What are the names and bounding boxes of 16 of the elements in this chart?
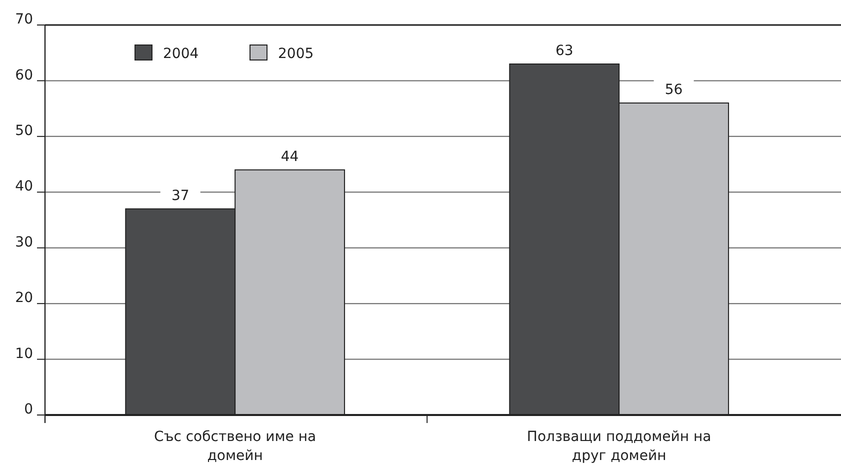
data-label: 37 <box>171 188 190 204</box>
y-tick-label: 70 <box>15 12 33 28</box>
y-tick-label: 40 <box>15 178 33 195</box>
y-tick-label: 10 <box>15 346 33 362</box>
legend-label: 2005 <box>278 46 314 62</box>
y-tick-label: 30 <box>15 234 33 250</box>
y-tick-label: 60 <box>15 67 33 84</box>
x-tick-label: Със собствено име на домейн <box>154 429 316 464</box>
y-tick-label: 50 <box>15 123 33 140</box>
x-tick-label: Ползващи поддомейн на друг домейн <box>526 429 712 464</box>
legend-label: 2004 <box>163 46 199 62</box>
data-label: 56 <box>664 82 683 98</box>
data-label: 63 <box>555 43 574 59</box>
y-tick-label: 0 <box>24 402 33 418</box>
data-label: 44 <box>280 148 299 165</box>
y-tick-label: 20 <box>15 290 33 306</box>
